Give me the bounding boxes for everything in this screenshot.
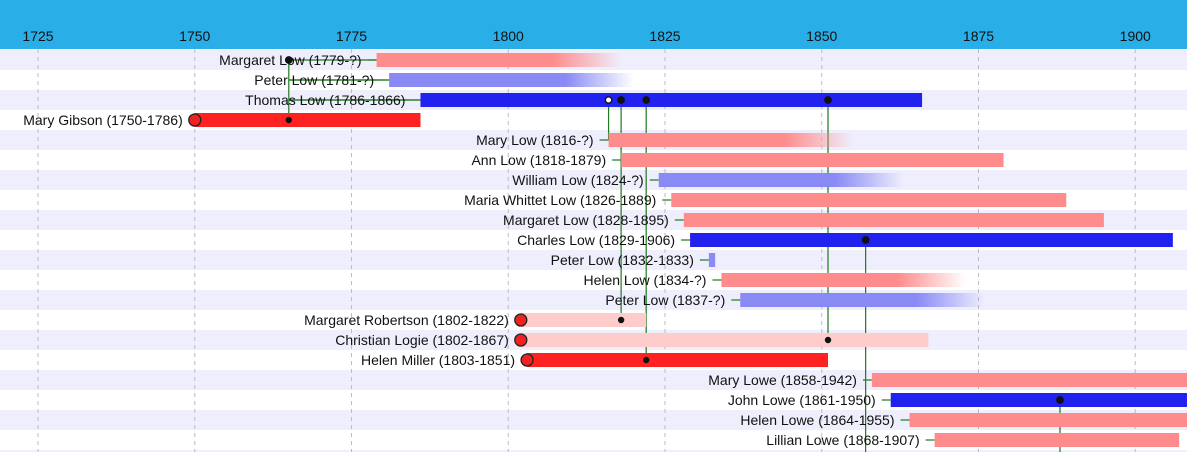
lifespan-bar <box>520 313 647 327</box>
row-band <box>0 450 1187 452</box>
marriage-dot <box>824 96 832 104</box>
lifespan-bar <box>527 353 829 367</box>
lifespan-bar <box>420 93 923 107</box>
start-marker <box>514 313 528 327</box>
row-bands <box>0 50 1187 452</box>
row-band <box>0 290 1187 310</box>
lifespan-bar <box>890 393 1187 407</box>
x-tick-label: 1725 <box>22 28 53 44</box>
start-marker <box>520 353 534 367</box>
person-label: Ann Low (1818-1879) <box>471 152 606 168</box>
row-band <box>0 250 1187 270</box>
row-band <box>0 130 1187 150</box>
lifespan-bar <box>194 113 421 127</box>
marriage-dot <box>861 236 870 244</box>
markers <box>188 56 1064 404</box>
person-label: William Low (1824-?) <box>512 172 643 188</box>
lifespan-bars <box>194 53 1187 447</box>
marriage-dot <box>617 316 625 324</box>
person-labels: Margaret Low (1779-?)Peter Low (1781-?)T… <box>23 52 919 448</box>
lifespan-bar <box>690 233 1173 247</box>
person-label: Peter Low (1832-1833) <box>551 252 694 268</box>
x-tick-label: 1850 <box>806 28 837 44</box>
marriage-dot <box>642 96 651 104</box>
lifespan-bar <box>376 53 622 67</box>
marriage-dot <box>642 356 650 364</box>
x-tick-label: 1775 <box>336 28 367 44</box>
lifespan-bar <box>621 153 1004 167</box>
person-label: Mary Gibson (1750-1786) <box>23 112 183 128</box>
x-axis-ticks: 1725 1750 1775 1800 1825 1850 1875 1900 <box>22 28 1151 44</box>
lifespan-bar <box>740 293 985 307</box>
person-label: Thomas Low (1786-1866) <box>245 92 405 108</box>
lifespan-bar <box>934 433 1180 447</box>
person-label: Helen Lowe (1864-1955) <box>740 412 894 428</box>
lifespan-bar <box>909 413 1187 427</box>
x-tick-label: 1825 <box>649 28 680 44</box>
marriage-dot <box>284 56 293 64</box>
lifespan-bar <box>671 193 1067 207</box>
person-label: Helen Miller (1803-1851) <box>361 352 515 368</box>
person-label: John Lowe (1861-1950) <box>728 392 876 408</box>
person-label: Mary Lowe (1858-1942) <box>708 372 857 388</box>
person-label: Lillian Lowe (1868-1907) <box>766 432 919 448</box>
x-tick-label: 1875 <box>963 28 994 44</box>
start-marker <box>514 333 528 347</box>
start-marker <box>188 113 202 127</box>
person-label: Mary Low (1816-?) <box>476 132 594 148</box>
row-band <box>0 410 1187 430</box>
x-tick-label: 1800 <box>493 28 524 44</box>
person-label: Margaret Robertson (1802-1822) <box>304 312 509 328</box>
lifespan-bar <box>608 133 854 147</box>
marriage-dot <box>617 96 625 104</box>
lifespan-bar <box>389 73 634 87</box>
person-label: Charles Low (1829-1906) <box>517 232 675 248</box>
lifespan-bar <box>708 253 716 267</box>
person-label: Margaret Low (1828-1895) <box>503 212 669 228</box>
marriage-dot <box>604 96 613 104</box>
person-label: Maria Whittet Low (1826-1889) <box>464 192 656 208</box>
marriage-dot <box>285 116 292 124</box>
lifespan-bar <box>683 213 1104 227</box>
x-tick-label: 1900 <box>1120 28 1151 44</box>
header-bar <box>0 0 1187 49</box>
x-tick-label: 1750 <box>179 28 210 44</box>
marriage-dot <box>824 336 832 344</box>
person-label: Peter Low (1837-?) <box>605 292 725 308</box>
lifespan-bar <box>721 273 966 287</box>
person-label: Helen Low (1834-?) <box>583 272 706 288</box>
person-label: Christian Logie (1802-1867) <box>335 332 509 348</box>
person-label: Peter Low (1781-?) <box>254 72 374 88</box>
marriage-dot <box>1056 396 1064 404</box>
lifespan-bar <box>658 173 904 187</box>
lifespan-bar <box>871 373 1187 387</box>
lifespan-bar <box>520 333 929 347</box>
